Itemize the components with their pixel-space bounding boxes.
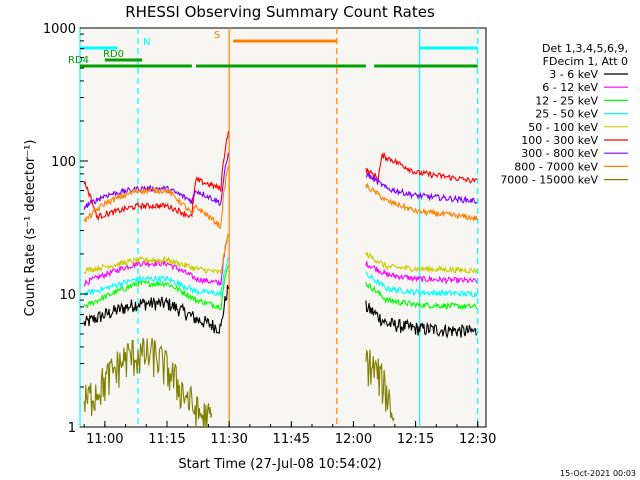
legend-label-8: 7000 - 15000 keV	[500, 174, 598, 187]
series-line-3-post	[365, 271, 478, 298]
series-line-4-pre	[83, 232, 229, 276]
annotation-label-n: N	[143, 37, 150, 48]
series-line-7-post	[365, 182, 478, 222]
series-line-7-pre	[83, 166, 229, 230]
series-line-8-pre	[83, 337, 213, 428]
x-axis-label: Start Time (27-Jul-08 10:54:02)	[178, 457, 381, 472]
series-line-2-post	[365, 281, 478, 311]
series-line-4-post	[365, 251, 478, 275]
series-line-6-post	[365, 172, 478, 204]
chart-title: RHESSI Observing Summary Count Rates	[125, 3, 435, 21]
series-line-5-post	[365, 151, 478, 184]
legend-label-7: 800 - 7000 keV	[514, 160, 598, 173]
plot-area	[79, 27, 487, 428]
axes: 11:00 11:15 11:30 11:45 12:00 12:15 12:30 1 10 10…	[43, 22, 497, 447]
x-tick-label-1: 11:15	[148, 432, 185, 447]
y-tick-label-3: 1000	[43, 22, 76, 37]
series-line-1-post	[365, 261, 478, 285]
x-tick-label-0: 11:00	[86, 432, 123, 447]
x-tick-label-5: 12:15	[397, 432, 434, 447]
legend-header-0: Det 1,3,4,5,6,9,	[542, 42, 628, 55]
x-tick-label-4: 12:00	[335, 432, 372, 447]
series-line-1-pre	[83, 233, 229, 287]
x-tick-label-3: 11:45	[273, 432, 310, 447]
annotation-label-rd4: RD4	[68, 55, 89, 66]
annotation-bars: N RD0 RD4 S	[68, 30, 478, 68]
legend-label-3: 25 - 50 keV	[535, 108, 598, 121]
legend-label-5: 100 - 300 keV	[521, 134, 598, 147]
legend-label-2: 12 - 25 keV	[535, 94, 598, 107]
legend-label-4: 50 - 100 keV	[528, 121, 598, 134]
y-axis-label: Count Rate (s⁻¹ detector⁻¹)	[23, 140, 38, 317]
series-line-3-pre	[83, 257, 229, 297]
series-line-2-pre	[83, 265, 229, 311]
x-tick-label-2: 11:30	[210, 432, 247, 447]
annotation-label-s: S	[214, 30, 220, 41]
legend-label-1: 6 - 12 keV	[542, 81, 598, 94]
legend-header-1: FDecim 1, Att 0	[543, 55, 628, 68]
y-tick-label-1: 10	[59, 288, 76, 303]
series-line-0-pre	[83, 284, 229, 335]
y-tick-label-2: 100	[51, 155, 76, 170]
series-line-8-post	[365, 349, 395, 423]
legend: Det 1,3,4,5,6,9,FDecim 1, Att 03 - 6 keV…	[500, 42, 628, 187]
annotation-label-rd0: RD0	[103, 49, 124, 60]
series-line-6-pre	[83, 152, 229, 211]
legend-label-0: 3 - 6 keV	[549, 68, 598, 81]
y-tick-label-0: 1	[68, 421, 76, 436]
legend-label-6: 300 - 800 keV	[521, 147, 598, 160]
series-lines	[83, 131, 478, 428]
series-line-5-pre	[83, 131, 229, 222]
footer-timestamp: 15-Oct-2021 00:03	[560, 469, 636, 478]
x-tick-label-6: 12:30	[459, 432, 496, 447]
series-line-0-post	[365, 300, 478, 339]
